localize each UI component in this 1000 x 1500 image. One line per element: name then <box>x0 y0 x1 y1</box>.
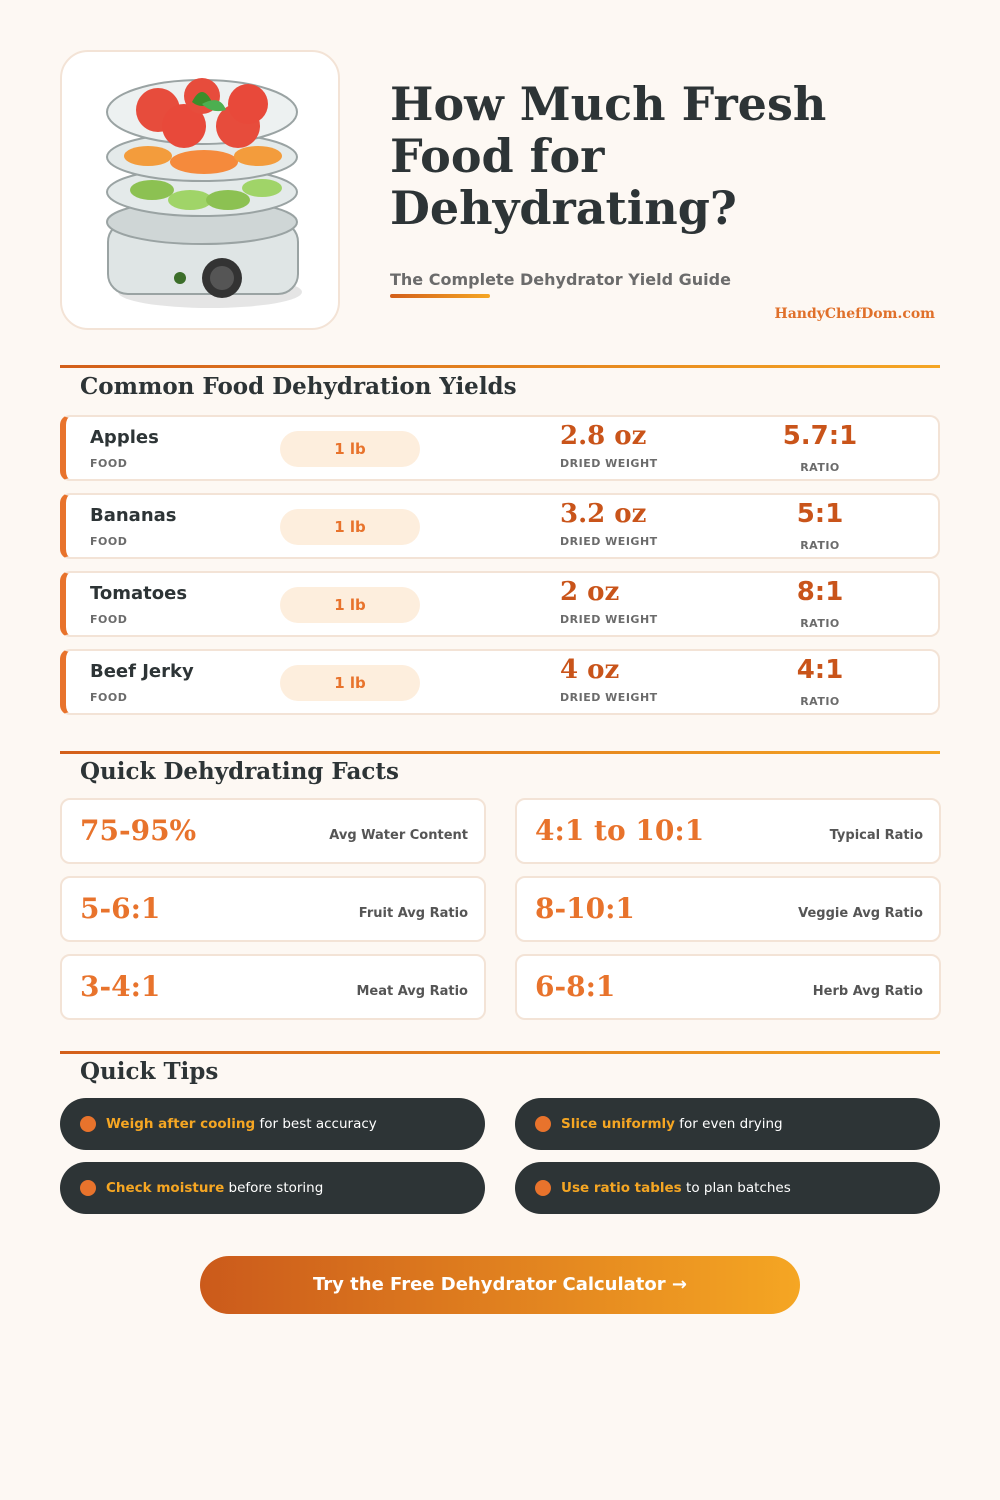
ratio-value: 8:1 <box>796 577 844 607</box>
yield-row: Bananas FOOD 1 lb 3.2 oz DRIED WEIGHT 5:… <box>60 493 940 559</box>
food-label: FOOD <box>90 535 128 548</box>
dried-weight-label: DRIED WEIGHT <box>560 535 658 548</box>
fact-value: 5-6:1 <box>80 892 161 925</box>
tip-text: for even drying <box>675 1116 783 1132</box>
subtitle-underline <box>390 294 490 298</box>
fact-card: 3-4:1 Meat Avg Ratio <box>60 954 486 1020</box>
section-divider <box>60 751 940 754</box>
calculator-cta-button[interactable]: Try the Free Dehydrator Calculator → <box>200 1256 800 1314</box>
ratio-label: RATIO <box>800 695 840 708</box>
tip-pill: Check moisture before storing <box>60 1162 485 1214</box>
fact-card: 8-10:1 Veggie Avg Ratio <box>515 876 941 942</box>
dried-weight-label: DRIED WEIGHT <box>560 613 658 626</box>
dried-weight-value: 2.8 oz <box>560 421 647 451</box>
brand-link[interactable]: HandyChefDom.com <box>774 306 936 322</box>
food-label: FOOD <box>90 457 128 470</box>
ratio-value: 5:1 <box>796 499 844 529</box>
food-name: Tomatoes <box>90 583 188 604</box>
tip-text: to plan batches <box>681 1180 791 1196</box>
ratio-label: RATIO <box>800 539 840 552</box>
tip-pill: Use ratio tables to plan batches <box>515 1162 940 1214</box>
bullet-dot-icon <box>535 1116 551 1132</box>
yields-section-title: Common Food Dehydration Yields <box>80 373 517 400</box>
fact-card: 4:1 to 10:1 Typical Ratio <box>515 798 941 864</box>
section-divider <box>60 1051 940 1054</box>
ratio-value: 4:1 <box>796 655 844 685</box>
fact-card: 5-6:1 Fruit Avg Ratio <box>60 876 486 942</box>
tip-pill: Slice uniformly for even drying <box>515 1098 940 1150</box>
tip-highlight: Use ratio tables <box>561 1180 682 1196</box>
fresh-weight-pill: 1 lb <box>280 431 420 467</box>
fact-label: Meat Avg Ratio <box>356 984 468 999</box>
facts-section-title: Quick Dehydrating Facts <box>80 758 399 785</box>
tip-pill: Weigh after cooling for best accuracy <box>60 1098 485 1150</box>
fact-label: Herb Avg Ratio <box>812 984 923 999</box>
food-label: FOOD <box>90 691 128 704</box>
dried-weight-label: DRIED WEIGHT <box>560 457 658 470</box>
food-name: Apples <box>90 427 159 448</box>
fact-value: 75-95% <box>80 814 197 847</box>
page-subtitle: The Complete Dehydrator Yield Guide <box>390 270 731 289</box>
tips-section-title: Quick Tips <box>80 1058 219 1085</box>
tip-text: for best accuracy <box>255 1116 377 1132</box>
tip-text: before storing <box>224 1180 324 1196</box>
tip-highlight: Slice uniformly <box>561 1116 675 1132</box>
section-divider <box>60 365 940 368</box>
tip-highlight: Weigh after cooling <box>106 1116 256 1132</box>
bullet-dot-icon <box>80 1116 96 1132</box>
fresh-weight-pill: 1 lb <box>280 587 420 623</box>
dried-weight-value: 2 oz <box>560 577 620 607</box>
fact-card: 75-95% Avg Water Content <box>60 798 486 864</box>
fresh-weight-pill: 1 lb <box>280 509 420 545</box>
page-title: How Much Fresh Food for Dehydrating? <box>390 77 827 235</box>
fact-label: Avg Water Content <box>329 828 468 843</box>
dehydrator-image-card <box>60 50 340 330</box>
yield-row: Apples FOOD 1 lb 2.8 oz DRIED WEIGHT 5.7… <box>60 415 940 481</box>
ratio-label: RATIO <box>800 617 840 630</box>
fact-label: Veggie Avg Ratio <box>798 906 923 921</box>
fact-value: 8-10:1 <box>535 892 635 925</box>
food-name: Bananas <box>90 505 177 526</box>
fact-label: Fruit Avg Ratio <box>358 906 468 921</box>
fact-value: 6-8:1 <box>535 970 616 1003</box>
dried-weight-label: DRIED WEIGHT <box>560 691 658 704</box>
ratio-label: RATIO <box>800 461 840 474</box>
fact-value: 3-4:1 <box>80 970 161 1003</box>
dried-weight-value: 3.2 oz <box>560 499 647 529</box>
fact-value: 4:1 to 10:1 <box>535 814 705 847</box>
fact-label: Typical Ratio <box>829 828 923 843</box>
tip-highlight: Check moisture <box>106 1180 225 1196</box>
fact-card: 6-8:1 Herb Avg Ratio <box>515 954 941 1020</box>
bullet-dot-icon <box>80 1180 96 1196</box>
ratio-value: 5.7:1 <box>782 421 858 451</box>
food-label: FOOD <box>90 613 128 626</box>
yield-row: Beef Jerky FOOD 1 lb 4 oz DRIED WEIGHT 4… <box>60 649 940 715</box>
bullet-dot-icon <box>535 1180 551 1196</box>
fresh-weight-pill: 1 lb <box>280 665 420 701</box>
food-name: Beef Jerky <box>90 661 194 682</box>
dried-weight-value: 4 oz <box>560 655 620 685</box>
yield-row: Tomatoes FOOD 1 lb 2 oz DRIED WEIGHT 8:1… <box>60 571 940 637</box>
dehydrator-illustration <box>106 78 302 308</box>
